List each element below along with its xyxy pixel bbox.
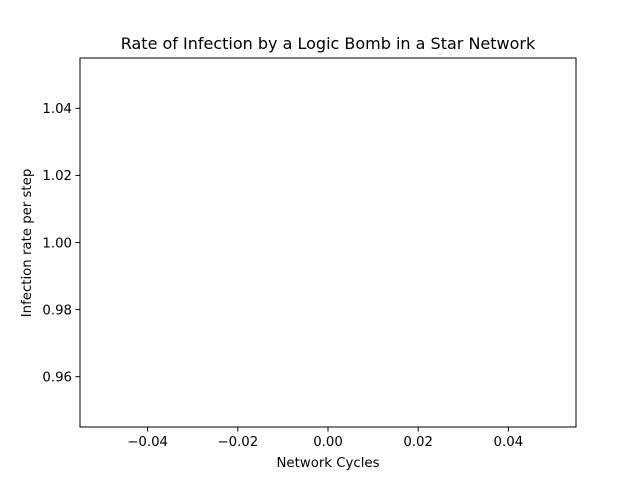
y-tick-label: 0.98 [42,303,72,318]
x-tick-label: 0.00 [313,435,343,450]
x-tick-label: 0.04 [494,435,524,450]
x-tick-label: −0.04 [127,435,168,450]
x-tick-label: 0.02 [403,435,433,450]
y-tick-label: 1.04 [42,102,72,117]
y-tick-label: 0.96 [42,370,72,385]
y-axis: 0.96 0.98 1.00 1.02 1.04 [42,102,80,385]
chart-title: Rate of Infection by a Logic Bomb in a S… [121,34,536,53]
y-tick-label: 1.02 [42,169,72,184]
x-axis-title: Network Cycles [276,456,379,471]
y-axis-title: Infection rate per step [20,169,35,318]
x-tick-label: −0.02 [217,435,258,450]
y-tick-label: 1.00 [42,236,72,251]
x-axis: −0.04 −0.02 0.00 0.02 0.04 [127,427,523,450]
